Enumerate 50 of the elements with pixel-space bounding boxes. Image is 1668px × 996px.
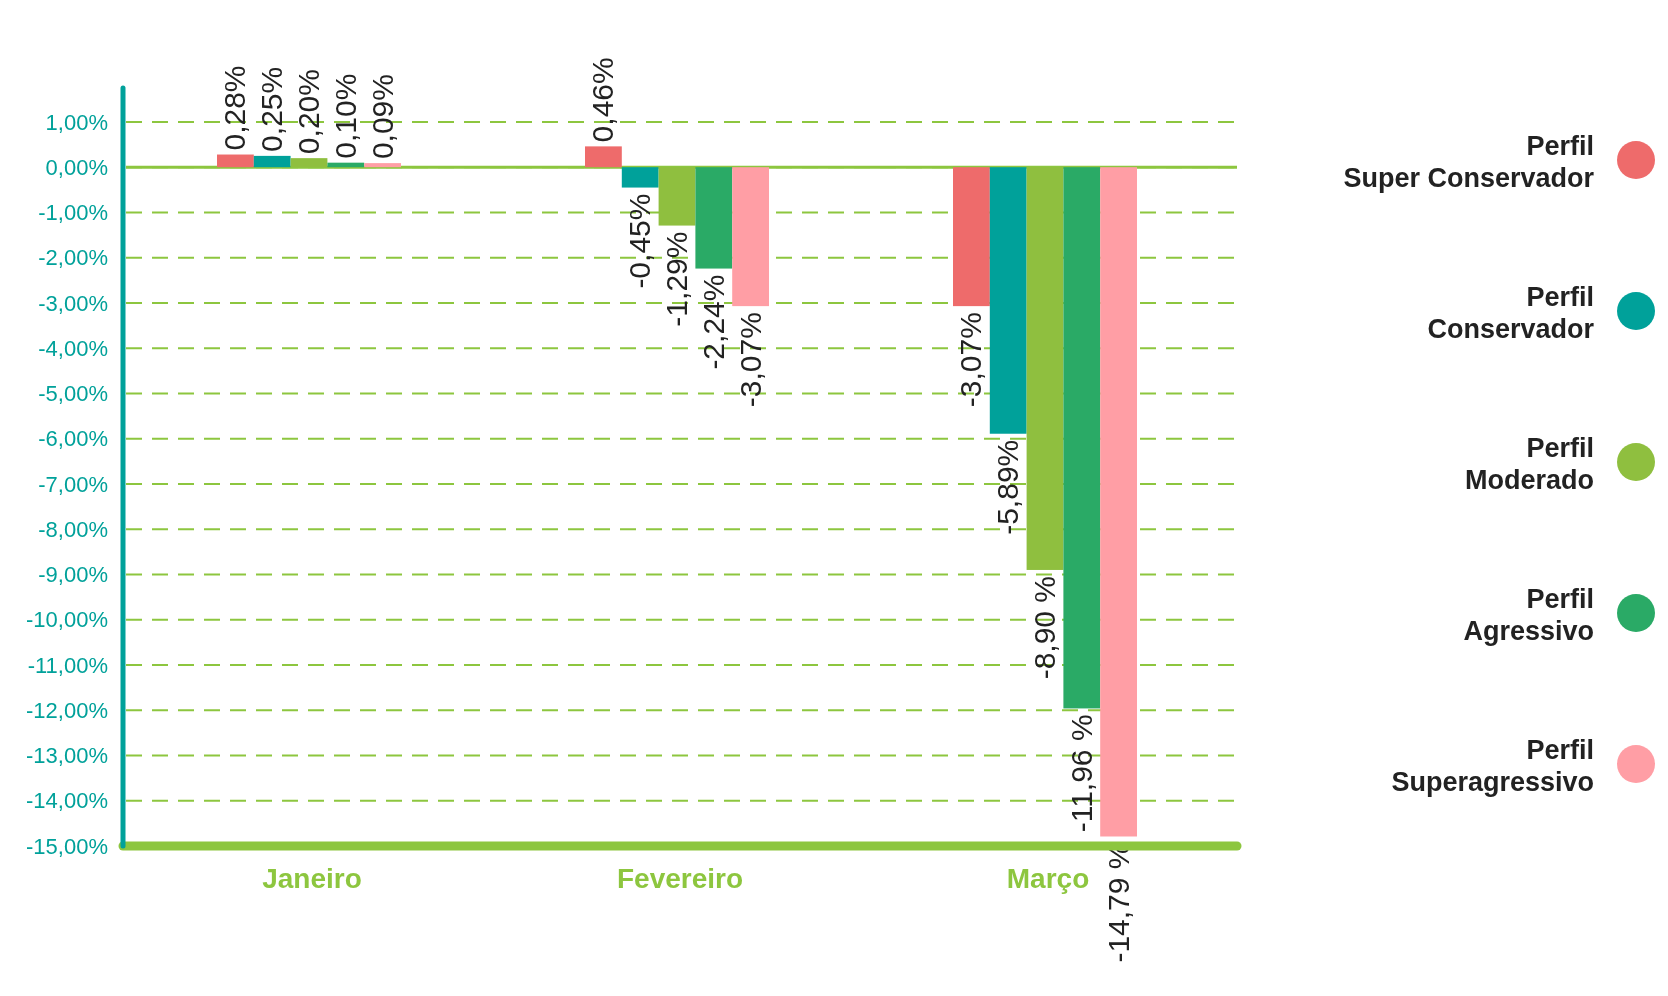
data-label: -11,96 % (1064, 714, 1098, 833)
bar (253, 155, 291, 168)
data-label: -2,24% (696, 274, 730, 370)
y-tick-label: -12,00% (26, 697, 108, 723)
y-tick-label: -13,00% (26, 743, 108, 769)
x-tick-label: Janeiro (262, 863, 362, 894)
y-tick-label: -6,00% (38, 426, 108, 452)
y-tick-label: -7,00% (38, 471, 108, 497)
data-label: 0,25% (255, 66, 289, 152)
y-tick-label: -14,00% (26, 788, 108, 814)
y-tick-label: -11,00% (27, 652, 108, 678)
y-tick-label: -10,00% (26, 607, 108, 633)
data-label: -0,45% (623, 193, 657, 289)
legend-label: Perfil Conservador (1427, 282, 1595, 344)
legend-label: Perfil Agressivo (1463, 584, 1594, 646)
y-tick-label: -9,00% (38, 562, 108, 588)
x-tick-label: Fevereiro (616, 863, 744, 894)
y-tick-label: 0,00% (45, 154, 108, 180)
bar (989, 167, 1027, 434)
y-tick-label: -5,00% (38, 381, 108, 407)
y-tick-label: -1,00% (38, 200, 108, 226)
data-label: 0,20% (292, 69, 325, 155)
y-tick-label: -8,00% (38, 516, 108, 542)
data-label: 0,46% (586, 57, 620, 143)
bar (732, 167, 769, 307)
x-tick-label: Março (1006, 863, 1090, 894)
data-label: -5,89% (991, 439, 1025, 535)
legend-label: Perfil Moderado (1464, 433, 1594, 495)
legend-label: Perfil Superagressivo (1391, 735, 1594, 797)
y-tick-label: 1,00% (45, 109, 108, 135)
data-label: -1,29% (660, 231, 693, 327)
data-label: 0,28% (218, 65, 252, 151)
legend-label: Perfil Super Conservador (1343, 131, 1595, 193)
bar (217, 154, 254, 168)
bar (585, 146, 622, 168)
data-label: -3,07% (733, 312, 767, 408)
data-label: -8,90 % (1028, 575, 1061, 680)
bar (953, 167, 990, 307)
bar (695, 167, 733, 269)
y-tick-label: -4,00% (38, 335, 108, 361)
y-tick-label: -3,00% (38, 290, 108, 316)
y-tick-label: -15,00% (26, 833, 108, 859)
bar (364, 163, 401, 168)
data-label: 0,10% (328, 73, 362, 159)
data-label: -3,07% (954, 312, 988, 408)
bar (1063, 167, 1101, 709)
data-label: 0,09% (365, 74, 399, 160)
bar (621, 167, 659, 188)
y-tick-label: -2,00% (38, 245, 108, 271)
bar (1100, 167, 1137, 837)
